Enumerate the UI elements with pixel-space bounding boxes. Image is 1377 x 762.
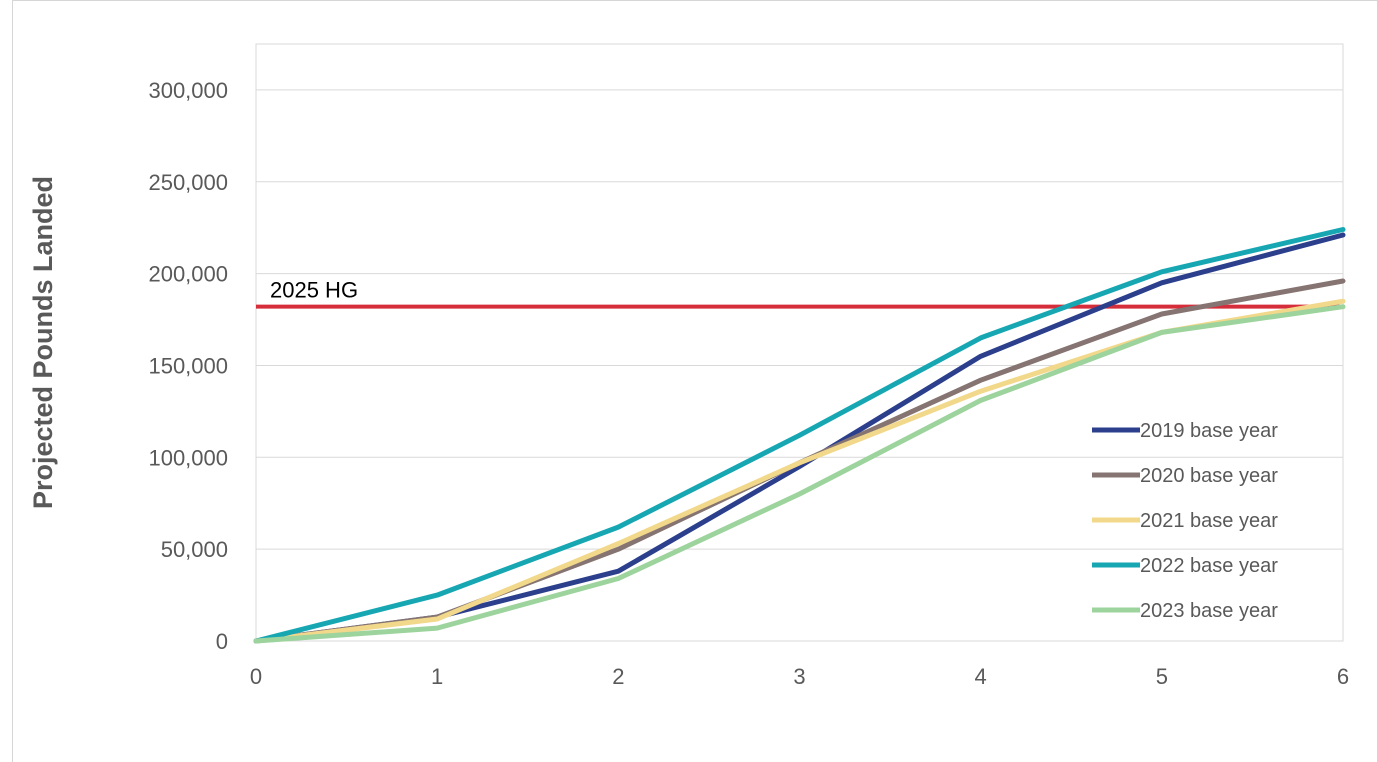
legend-item: 2021 base year [1092,510,1278,532]
x-axis-ticks: 0 1 2 3 4 5 6 [250,664,1349,689]
reference-line-group: 2025 HG [256,278,1343,309]
y-axis-label: Projected Pounds Landed [28,176,58,509]
chart-frame [12,0,1377,762]
y-tick-label: 50,000 [161,537,228,562]
legend-label: 2020 base year [1140,465,1278,487]
y-tick-label: 100,000 [148,445,228,470]
y-tick-label: 200,000 [148,262,228,287]
legend-label: 2022 base year [1140,555,1278,577]
legend: 2019 base year 2020 base year 2021 base ye… [1092,420,1278,622]
legend-item: 2022 base year [1092,555,1278,577]
x-tick-label: 5 [1156,664,1168,689]
legend-item: 2023 base year [1092,600,1278,622]
plot-area-border [255,43,1344,642]
legend-label: 2021 base year [1140,510,1278,532]
x-tick-label: 1 [431,664,443,689]
legend-item: 2020 base year [1092,465,1278,487]
y-tick-label: 300,000 [148,78,228,103]
legend-label: 2023 base year [1140,600,1278,622]
series-layer [253,227,1346,644]
y-tick-label: 250,000 [148,170,228,195]
x-tick-label: 0 [250,664,262,689]
reference-line-label: 2025 HG [270,278,358,303]
x-tick-label: 3 [793,664,805,689]
x-tick-label: 6 [1337,664,1349,689]
legend-label: 2019 base year [1140,420,1278,442]
x-tick-label: 4 [975,664,987,689]
y-tick-label: 0 [216,629,228,654]
y-tick-label: 150,000 [148,353,228,378]
x-tick-label: 2 [612,664,624,689]
series-line-5 [253,304,1346,644]
legend-item: 2019 base year [1092,420,1278,442]
y-axis-ticks: 0 50,000 100,000 150,000 200,000 250,000 300,0… [148,78,228,654]
series-line-4 [253,227,1346,644]
